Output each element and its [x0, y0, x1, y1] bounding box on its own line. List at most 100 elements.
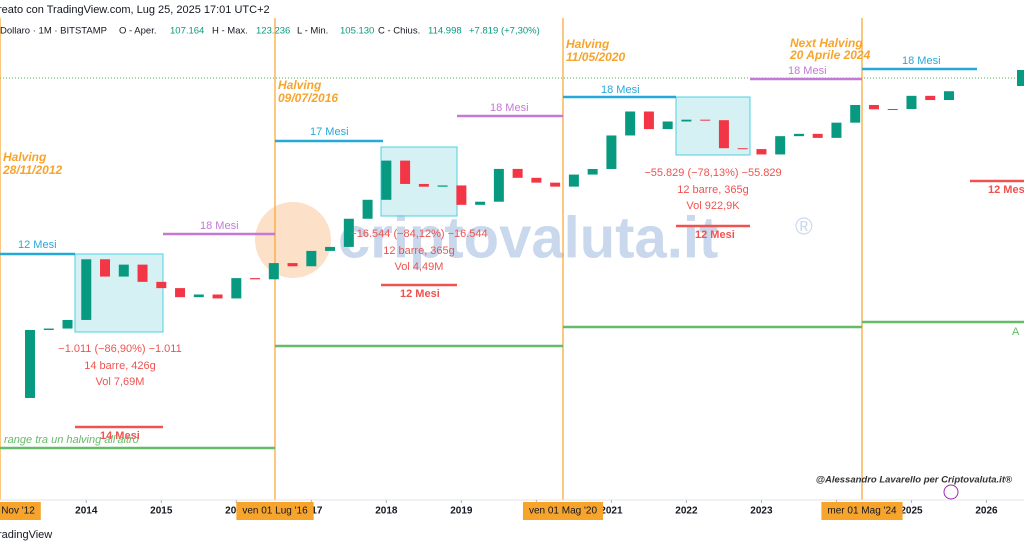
candle: [381, 160, 392, 200]
x-tick-label: 2021: [600, 506, 623, 517]
price-tag: [1017, 70, 1024, 86]
durations: 12 Mesi 17 Mesi 18 Mesi 18 Mesi 18 Mesi …: [18, 55, 1024, 442]
candle: [43, 328, 54, 330]
candle: [100, 259, 111, 277]
halving-title: Halving: [278, 78, 322, 92]
halving-marker: Nov '12: [1, 506, 35, 517]
candle: [250, 278, 261, 280]
candle: [662, 121, 673, 130]
x-tick-label: 2014: [75, 506, 98, 517]
candle: [850, 104, 861, 123]
header: reato con TradingView.com, Lug 25, 2025 …: [0, 4, 270, 16]
measure-volume: Vol 922,9K: [686, 200, 740, 212]
candle: [737, 148, 748, 150]
candle: [137, 264, 148, 282]
halving-date: 28/11/2012: [2, 163, 62, 177]
candle: [793, 133, 804, 137]
duration: 17 Mesi: [310, 126, 349, 138]
candle: [325, 246, 336, 251]
halving-date: 20 Aprile 2024: [789, 48, 871, 62]
measure-bars: 12 barre, 365g: [383, 245, 455, 257]
candle: [418, 183, 429, 187]
low-label: L - Min.: [297, 26, 328, 37]
range-note: range tra un halving all'altro: [4, 434, 139, 446]
measure-box: [675, 96, 751, 156]
candle: [512, 168, 523, 178]
legend: Dollaro · 1M · BITSTAMP O - Aper. 107.16…: [0, 26, 540, 37]
change: +7.819 (+7,30%): [469, 26, 540, 37]
candle: [268, 263, 279, 280]
candle: [868, 104, 879, 110]
candle: [306, 250, 317, 267]
candle: [456, 185, 467, 205]
duration: 18 Mesi: [788, 65, 827, 77]
duration: 18 Mesi: [200, 220, 239, 232]
candle: [831, 122, 842, 138]
halving-marker-box: [821, 502, 903, 520]
candle: [568, 174, 579, 187]
candle: [193, 294, 204, 298]
candle: [925, 95, 936, 101]
halving-title: Halving: [566, 37, 610, 51]
candle: [437, 185, 448, 187]
candle: [681, 119, 692, 122]
open: 107.164: [170, 26, 204, 37]
measure-volume: Vol 4,49M: [395, 261, 444, 273]
measures: −1.011 (−86,90%) −1.011 14 barre, 426g V…: [58, 167, 781, 388]
footer: radingView: [0, 529, 52, 541]
candle: [625, 111, 636, 136]
duration: 12 Mesi: [400, 288, 440, 300]
symbol: Dollaro · 1M · BITSTAMP: [0, 26, 107, 37]
measure-change: −55.829 (−78,13%) −55.829: [644, 167, 781, 179]
candle: [887, 109, 898, 111]
halving-marker: ven 01 Lug '16: [242, 506, 308, 517]
candle: [118, 264, 129, 277]
halving-lines: [0, 18, 863, 500]
watermark-mark: ®: [795, 213, 813, 240]
candle: [718, 120, 729, 149]
x-tick-label: 2019: [450, 506, 473, 517]
halving-date: 11/05/2020: [566, 50, 625, 64]
halving-marker: mer 01 Mag '24: [827, 506, 897, 517]
candle: [81, 259, 92, 320]
candle: [943, 91, 954, 101]
high-label: H - Max.: [212, 26, 248, 37]
x-axis: 2014201520162017201820192020202120222023…: [0, 500, 998, 520]
candle: [812, 133, 823, 138]
measure-bars: 14 barre, 426g: [84, 360, 156, 372]
candle: [643, 111, 654, 130]
candle: [287, 263, 298, 267]
candle: [400, 160, 411, 184]
candle: [906, 95, 917, 110]
x-tick-label: 2025: [900, 506, 923, 517]
open-label: O - Aper.: [119, 26, 157, 37]
candle: [62, 319, 73, 329]
close-label: C - Chius.: [378, 26, 420, 37]
x-tick-label: 2026: [975, 506, 998, 517]
candle: [156, 281, 167, 289]
halving-marker-box: [0, 502, 41, 520]
halving-date: 09/07/2016: [278, 91, 338, 105]
close: 114.998: [428, 26, 462, 37]
x-tick-label: 2018: [375, 506, 398, 517]
candle: [175, 288, 186, 298]
watermark-logo: [255, 202, 331, 278]
low: 105.130: [340, 26, 374, 37]
candle: [231, 278, 242, 299]
candle: [550, 182, 561, 187]
halving-title: Halving: [3, 150, 47, 164]
x-tick-label: 2015: [150, 506, 173, 517]
range-lines: [0, 67, 1024, 450]
icon: [943, 484, 959, 500]
candles: [25, 91, 954, 398]
candle: [531, 177, 542, 183]
candle: [606, 135, 617, 169]
x-tick-label: 2022: [675, 506, 698, 517]
duration: 14 Mesi: [100, 430, 140, 442]
candle: [756, 149, 767, 155]
duration: 18 Mesi: [601, 84, 640, 96]
measure-bars: 12 barre, 365g: [677, 184, 749, 196]
candle: [493, 168, 504, 202]
right-label: A: [1012, 326, 1020, 338]
